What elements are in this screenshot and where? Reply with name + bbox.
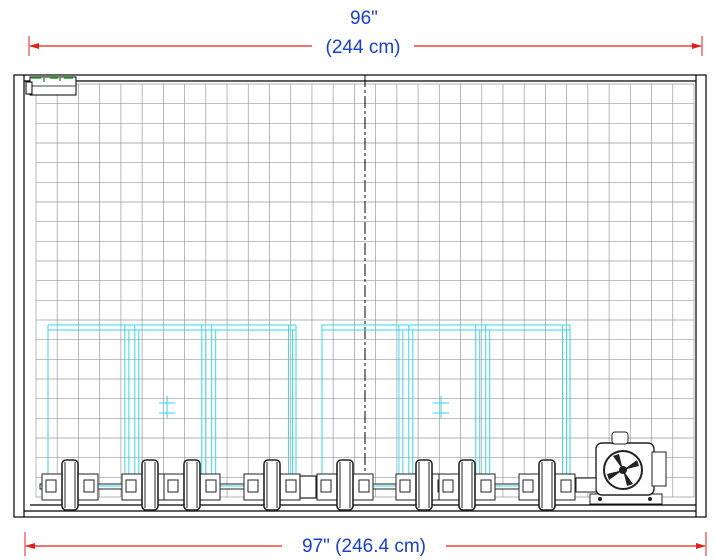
fan-hub [619,466,627,474]
corner-bracket-block [25,81,33,95]
top-dimension-cm: (244 cm) [326,37,401,58]
roller-bearing [560,479,572,493]
motor-icon [575,431,667,505]
roller-bearing [399,479,411,493]
roller [316,459,374,511]
shaft-coupling [299,475,317,499]
roller-bearing [83,479,95,493]
roller-wheel [263,459,281,511]
roller-bearing [442,479,454,493]
roller [518,459,576,511]
motor-bolt-left [598,497,602,501]
motor-bolt-right [648,497,652,501]
roller-bearing [522,479,534,493]
roller-wheel [538,459,556,511]
roller-bearing [358,479,370,493]
roller-bearing [247,479,259,493]
roller-bearing [125,479,137,493]
roller-wheel [336,459,354,511]
roller [243,459,301,511]
top-dimension-inches: 96" [350,8,378,29]
roller [163,459,221,511]
cyan-panel-1 [47,324,297,487]
shaft-coupling-body [299,475,317,499]
motor-cap [611,431,629,445]
bottom-dimension-text: 97" (246.4 cm) [302,536,426,557]
bottom-dimension-arrow-right [696,543,706,549]
top-dimension-arrow-left [29,43,39,49]
corner-bracket [25,76,77,96]
outer-frame [13,74,707,518]
roller-wheel [183,459,201,511]
roller-wheel [415,459,433,511]
rollers [41,459,576,511]
roller-wheel [61,459,79,511]
roller-bearing [480,479,492,493]
roller-wheel [458,459,476,511]
roller [438,459,496,511]
frame-outline [13,74,707,518]
bottom-dimension: 97" (246.4 cm) [24,532,707,557]
roller-wheel [141,459,159,511]
cyan-panel-2 [321,324,571,487]
motor-coupling [575,477,597,493]
corner-accent-green [31,77,73,82]
bottom-dimension-arrow-left [25,543,35,549]
roller-bearing [205,479,217,493]
roller-bearing [320,479,332,493]
roller-bearing [285,479,297,493]
top-dimension: 96" (244 cm) [28,8,703,58]
roller [41,459,99,511]
motor-end [651,451,667,487]
roller-bearing [45,479,57,493]
cyan-panels [47,324,571,487]
top-dimension-arrow-right [692,43,702,49]
roller-bearing [167,479,179,493]
